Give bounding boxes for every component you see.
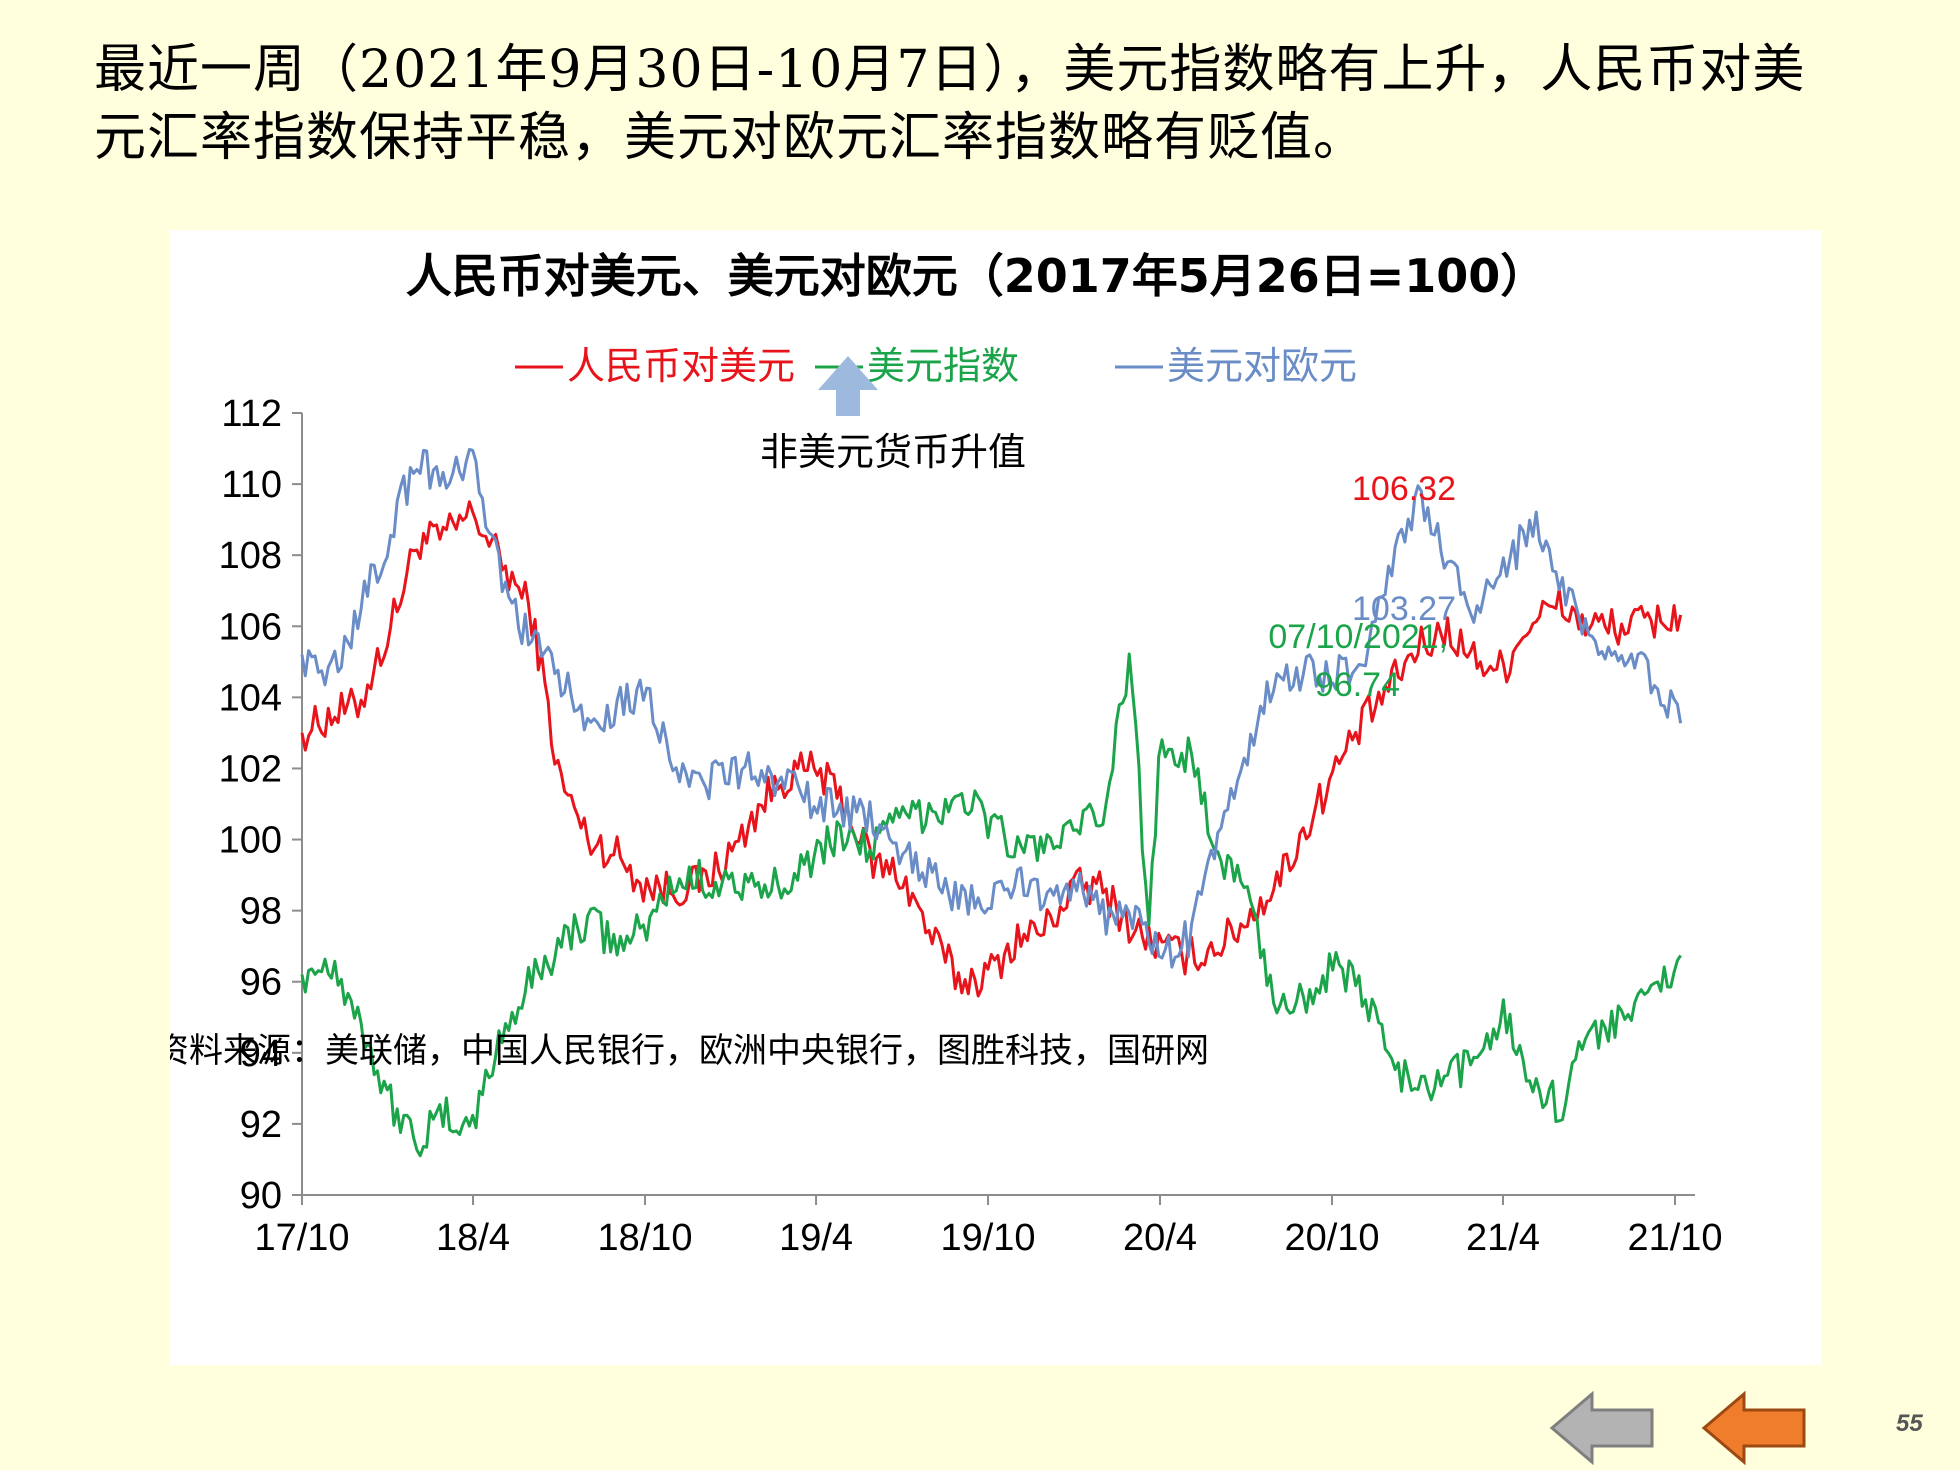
series-line-2 <box>300 448 1683 969</box>
page-number: 55 <box>1896 1410 1923 1437</box>
slide-heading: 最近一周（2021年9月30日-10月7日），美元指数略有上升，人民币对美 元汇… <box>94 36 1914 172</box>
legend-entry: 美元指数 <box>867 344 1019 388</box>
y-tick-label: 110 <box>221 464 282 506</box>
x-tick-label: 21/10 <box>1627 1217 1722 1259</box>
x-tick-label: 20/4 <box>1123 1217 1197 1259</box>
y-tick-label: 94 <box>240 1033 282 1075</box>
y-tick-label: 104 <box>219 677 282 719</box>
up-arrow-icon <box>818 356 878 416</box>
series-line-0 <box>300 500 1683 998</box>
end-label-usd-value: 96.74 <box>1315 666 1400 704</box>
x-tick-label: 17/10 <box>254 1217 349 1259</box>
gray-left-arrow-icon <box>1549 1390 1654 1466</box>
chart-title: 人民币对美元、美元对欧元（2017年5月26日=100） <box>406 249 1547 303</box>
end-label-rmb: 106.32 <box>1352 470 1456 508</box>
heading-line-2: 元汇率指数保持平稳，美元对欧元汇率指数略有贬值。 <box>94 108 1367 168</box>
y-tick-label: 90 <box>240 1175 282 1217</box>
legend-entry: 人民币对美元 <box>567 344 795 388</box>
chart-panel: 人民币对美元、美元对欧元（2017年5月26日=100） 人民币对美元 美元指数 美元… <box>170 230 1822 1365</box>
annotation-label: 非美元货币升值 <box>760 430 1026 474</box>
y-tick-label: 102 <box>219 748 282 790</box>
y-tick-label: 100 <box>219 820 282 862</box>
x-tick-label: 18/4 <box>436 1217 510 1259</box>
series-line-1 <box>300 652 1682 1158</box>
x-tick-label: 18/10 <box>597 1217 692 1259</box>
source-note: 资料来源：美联储，中国人民银行，欧洲中央银行，图胜科技，国研网 <box>170 1031 1209 1071</box>
back-button[interactable] <box>1548 1390 1660 1466</box>
y-tick-label: 112 <box>221 393 282 435</box>
previous-button[interactable] <box>1700 1390 1812 1466</box>
legend-entry: 美元对欧元 <box>1167 344 1357 388</box>
y-tick-label: 108 <box>219 535 282 577</box>
y-tick-label: 98 <box>240 891 282 933</box>
x-tick-label: 21/4 <box>1466 1217 1540 1259</box>
x-tick-label: 19/10 <box>940 1217 1035 1259</box>
end-label-eur: 103.27 <box>1352 590 1456 628</box>
y-tick-label: 92 <box>240 1104 282 1146</box>
x-tick-label: 19/4 <box>779 1217 853 1259</box>
y-tick-label: 106 <box>219 606 282 648</box>
exchange-rate-chart: 人民币对美元、美元对欧元（2017年5月26日=100） 人民币对美元 美元指数 美元… <box>170 249 1723 1259</box>
x-tick-label: 20/10 <box>1284 1217 1379 1259</box>
heading-line-1: 最近一周（2021年9月30日-10月7日），美元指数略有上升，人民币对美 <box>94 40 1806 100</box>
end-label-usd-date: 07/10/2021, <box>1268 618 1448 656</box>
orange-left-arrow-icon <box>1701 1390 1806 1466</box>
y-tick-label: 96 <box>240 962 282 1004</box>
